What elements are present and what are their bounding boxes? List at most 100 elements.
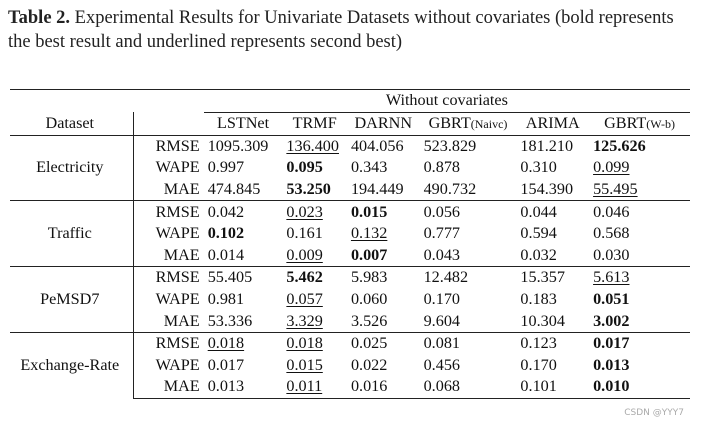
value-cell: 474.845 bbox=[204, 179, 283, 201]
value-cell: 0.056 bbox=[419, 200, 517, 223]
value-text: 125.626 bbox=[593, 136, 646, 155]
value-text: 0.022 bbox=[350, 355, 388, 374]
value-cell: 0.051 bbox=[589, 289, 690, 311]
value-text: 0.017 bbox=[207, 355, 245, 374]
metric-label: MAE bbox=[133, 376, 204, 399]
results-table: Without covariates Dataset LSTNet TRMF DAR… bbox=[10, 89, 690, 399]
value-text: 0.046 bbox=[593, 202, 630, 221]
dataset-name: Electricity bbox=[10, 135, 134, 201]
value-text: 0.095 bbox=[286, 158, 323, 177]
value-text: 0.123 bbox=[520, 334, 557, 353]
value-text: 194.449 bbox=[350, 180, 404, 199]
value-text: 0.043 bbox=[423, 245, 460, 264]
value-cell: 53.336 bbox=[204, 310, 283, 332]
group-header-row: Without covariates bbox=[10, 89, 690, 113]
value-cell: 0.068 bbox=[419, 376, 517, 399]
value-text: 0.183 bbox=[520, 290, 557, 309]
table-row: WAPE 0.997 0.095 0.343 0.878 0.310 0.099 bbox=[10, 157, 690, 179]
value-cell: 0.010 bbox=[589, 376, 690, 399]
value-cell: 0.183 bbox=[516, 289, 589, 311]
value-text: 0.132 bbox=[350, 224, 388, 243]
value-text: 5.462 bbox=[286, 268, 323, 287]
value-cell: 0.057 bbox=[282, 289, 347, 311]
value-cell: 10.304 bbox=[516, 310, 589, 332]
value-text: 0.068 bbox=[423, 377, 460, 396]
value-text: 3.526 bbox=[350, 311, 388, 330]
column-header-3: GBRT(Naivc) bbox=[419, 112, 517, 136]
value-text: 0.101 bbox=[520, 377, 557, 396]
value-cell: 5.983 bbox=[346, 266, 420, 289]
value-cell: 0.030 bbox=[589, 245, 690, 267]
value-cell: 0.042 bbox=[203, 200, 283, 223]
column-name: DARNN bbox=[354, 114, 413, 133]
table-row: MAE 53.336 3.329 3.526 9.604 10.304 3.002 bbox=[10, 310, 690, 332]
caption-label: Table 2. bbox=[8, 8, 71, 28]
table-row: MAE 0.013 0.011 0.016 0.068 0.101 0.010 bbox=[10, 376, 690, 399]
metric-label: RMSE bbox=[133, 266, 204, 289]
value-text: 0.981 bbox=[207, 290, 245, 309]
value-text: 0.777 bbox=[423, 224, 460, 243]
table-row: Electricity RMSE 1095.309 136.400 404.056 523… bbox=[10, 135, 690, 201]
value-cell: 523.829 bbox=[420, 135, 517, 157]
value-text: 0.081 bbox=[423, 334, 460, 353]
value-cell: 0.044 bbox=[516, 200, 590, 223]
value-cell: 3.329 bbox=[282, 310, 347, 332]
value-cell: 0.997 bbox=[204, 157, 283, 179]
value-text: 0.456 bbox=[423, 355, 460, 374]
value-text: 0.016 bbox=[350, 377, 388, 396]
value-text: 0.051 bbox=[593, 290, 630, 309]
dataset-name: PeMSD7 bbox=[10, 266, 134, 333]
metric-label: WAPE bbox=[155, 290, 200, 309]
value-cell: 0.023 bbox=[282, 200, 347, 223]
value-cell: 3.526 bbox=[347, 310, 420, 332]
column-name: GBRT bbox=[428, 113, 471, 132]
column-suffix: (W-b) bbox=[646, 116, 675, 131]
value-cell: 0.343 bbox=[347, 157, 420, 179]
value-text: 0.018 bbox=[286, 334, 323, 353]
value-text: 404.056 bbox=[350, 136, 404, 155]
metric-label: MAE bbox=[163, 311, 200, 330]
value-text: 0.060 bbox=[350, 290, 388, 309]
group-header: Without covariates bbox=[203, 89, 690, 113]
value-text: 0.032 bbox=[520, 245, 557, 264]
metric-label: MAE bbox=[163, 180, 200, 199]
value-text: 53.336 bbox=[207, 311, 253, 330]
column-name: LSTNet bbox=[216, 114, 270, 133]
column-name: ARIMA bbox=[525, 114, 580, 133]
value-cell: 0.878 bbox=[420, 157, 517, 179]
value-text: 0.007 bbox=[350, 245, 388, 264]
value-cell: 0.043 bbox=[420, 245, 517, 267]
value-cell: 0.046 bbox=[589, 200, 690, 223]
value-cell: 0.594 bbox=[516, 223, 589, 245]
value-cell: 1095.309 bbox=[204, 135, 283, 157]
value-text: 1095.309 bbox=[207, 136, 269, 155]
value-cell: 194.449 bbox=[347, 179, 420, 201]
value-cell: 0.032 bbox=[516, 245, 589, 267]
metric-label: RMSE bbox=[155, 136, 200, 155]
value-cell: 0.456 bbox=[420, 355, 517, 377]
value-cell: 12.482 bbox=[419, 266, 517, 289]
value-cell: 0.014 bbox=[204, 245, 283, 267]
value-cell: 0.025 bbox=[346, 331, 420, 355]
metric-label: RMSE bbox=[133, 331, 204, 355]
value-text: 0.044 bbox=[520, 202, 557, 221]
value-text: 3.002 bbox=[593, 311, 630, 330]
table-caption: Table 2. Experimental Results for Univar… bbox=[8, 6, 694, 54]
metric-label: RMSE bbox=[133, 200, 204, 223]
value-text: 0.102 bbox=[207, 224, 245, 243]
value-text: 0.023 bbox=[286, 202, 323, 221]
value-cell: 0.170 bbox=[420, 289, 517, 311]
value-cell: 0.981 bbox=[204, 289, 283, 311]
column-header-5: GBRT(W-b) bbox=[589, 112, 690, 136]
value-cell: 0.022 bbox=[347, 355, 420, 377]
value-cell: 0.013 bbox=[589, 355, 690, 377]
value-text: 136.400 bbox=[286, 136, 339, 155]
value-text: 0.042 bbox=[207, 202, 245, 221]
watermark: CSDN @YYY7 bbox=[624, 408, 684, 418]
value-cell: 0.568 bbox=[589, 223, 690, 245]
value-text: 0.025 bbox=[350, 334, 388, 353]
value-text: 0.018 bbox=[207, 334, 245, 353]
value-cell: 0.777 bbox=[420, 223, 517, 245]
value-text: 0.010 bbox=[593, 377, 630, 396]
value-cell: 0.018 bbox=[203, 331, 283, 355]
